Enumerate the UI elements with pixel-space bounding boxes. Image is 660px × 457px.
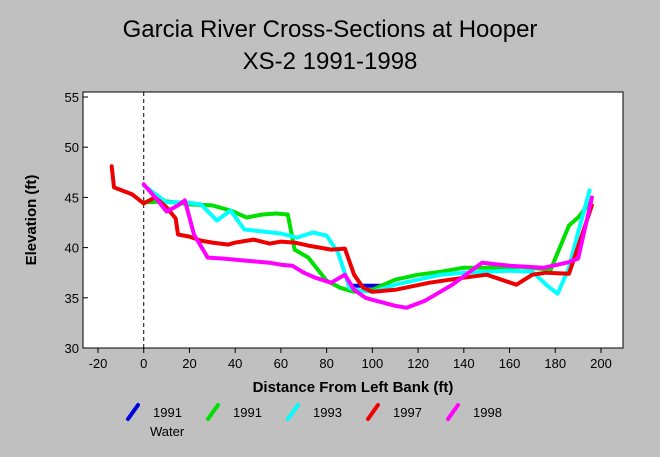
x-tick-label: -20 (89, 356, 108, 371)
x-tick-label: 160 (499, 356, 521, 371)
chart-subtitle: XS-2 1991-1998 (242, 48, 418, 75)
y-tick-label: 40 (65, 241, 79, 256)
x-tick-label: 200 (590, 356, 612, 371)
x-tick-label: 80 (319, 356, 333, 371)
x-tick-label: 120 (407, 356, 429, 371)
legend-label-1: 1991 (233, 405, 262, 420)
legend-swatch-2 (286, 403, 300, 421)
y-tick-label: 30 (65, 341, 79, 356)
y-tick-label: 50 (65, 140, 79, 155)
x-tick-label: 0 (140, 356, 147, 371)
x-tick-label: 180 (544, 356, 566, 371)
series-group (109, 164, 594, 310)
x-tick-label: 60 (274, 356, 288, 371)
y-tick-label: 35 (65, 291, 79, 306)
x-tick-label: 40 (228, 356, 242, 371)
legend: 1991 1991 1993 1997 1998 Water (126, 403, 502, 439)
series-line-4 (141, 182, 594, 310)
chart-title: Garcia River Cross-Sections at Hooper (122, 16, 538, 43)
legend-sublabel: Water (150, 424, 185, 439)
legend-swatch-4 (446, 403, 460, 421)
plot-area (82, 91, 624, 349)
y-tick-label: 55 (65, 90, 79, 105)
legend-label-4: 1998 (473, 405, 502, 420)
x-tick-label: 140 (453, 356, 475, 371)
legend-label-2: 1993 (313, 405, 342, 420)
y-axis-label: Elevation (ft) (23, 175, 40, 266)
legend-swatch-3 (366, 403, 380, 421)
legend-swatch-1 (206, 403, 220, 421)
legend-swatch-0 (126, 403, 140, 421)
legend-label-0: 1991 (153, 405, 182, 420)
x-tick-label: 20 (182, 356, 196, 371)
legend-label-3: 1997 (393, 405, 422, 420)
x-tick-label: 100 (362, 356, 384, 371)
x-axis-label: Distance From Left Bank (ft) (253, 379, 454, 396)
y-tick-label: 45 (65, 190, 79, 205)
axes-group: -20 0 20 40 60 80 100 120 140 160 180 200 30 35 40 45 50… (65, 90, 623, 371)
